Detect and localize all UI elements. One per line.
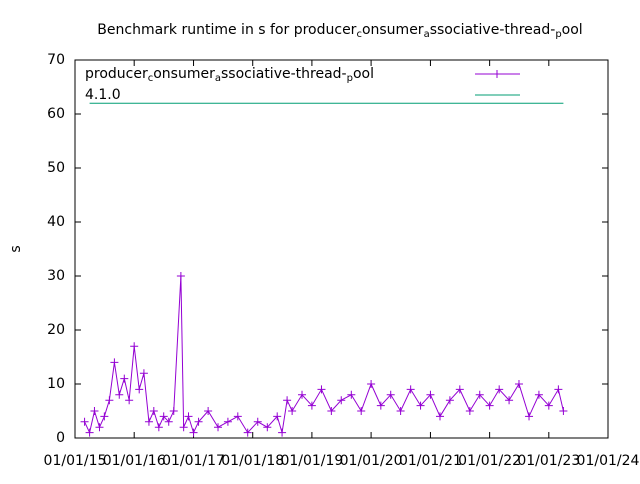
point-marker	[288, 407, 297, 415]
point-marker	[90, 407, 99, 415]
legend-label: producerconsumerassociative-thread-pool	[85, 66, 374, 84]
x-tick-label: 01/01/15	[44, 453, 107, 469]
point-marker	[189, 428, 198, 437]
y-tick-label: 70	[47, 52, 65, 68]
y-tick-label: 60	[47, 106, 65, 122]
y-tick-label: 50	[47, 160, 65, 176]
point-marker	[367, 380, 376, 388]
point-marker	[525, 412, 534, 421]
point-marker	[273, 412, 282, 421]
point-marker	[85, 428, 94, 437]
point-marker	[100, 412, 109, 421]
point-marker	[376, 401, 385, 410]
point-marker	[144, 417, 153, 426]
point-marker	[120, 374, 129, 383]
x-tick-label: 01/01/18	[221, 453, 284, 469]
point-marker	[263, 423, 272, 432]
point-marker	[386, 390, 395, 399]
point-marker	[169, 407, 178, 415]
point-marker	[176, 272, 185, 280]
x-tick-label: 01/01/21	[399, 453, 462, 469]
x-tick-label: 01/01/20	[340, 453, 403, 469]
point-marker	[125, 396, 134, 405]
point-marker	[544, 401, 553, 410]
point-marker	[357, 407, 366, 415]
series-line	[84, 275, 564, 435]
point-marker	[465, 407, 474, 415]
point-marker	[534, 390, 543, 399]
point-marker	[283, 396, 292, 405]
x-tick-label: 01/01/17	[162, 453, 225, 469]
point-marker	[495, 385, 504, 394]
point-marker	[406, 385, 415, 394]
legend-marker	[493, 70, 501, 78]
point-marker	[307, 401, 316, 410]
y-tick-label: 0	[56, 430, 65, 446]
point-marker	[110, 358, 119, 367]
point-marker	[253, 417, 262, 426]
point-marker	[194, 417, 203, 426]
x-tick-label: 01/01/23	[517, 453, 580, 469]
point-marker	[105, 396, 114, 405]
point-marker	[204, 407, 213, 415]
point-marker	[327, 407, 336, 415]
x-tick-label: 01/01/16	[103, 453, 166, 469]
point-marker	[159, 412, 168, 421]
point-marker	[426, 390, 435, 399]
point-marker	[179, 423, 188, 432]
point-marker	[396, 407, 405, 415]
point-marker	[347, 390, 356, 399]
point-marker	[139, 369, 148, 378]
point-marker	[337, 396, 346, 405]
y-axis-label: s	[8, 245, 24, 252]
point-marker	[243, 428, 252, 437]
point-marker	[80, 417, 89, 426]
chart-title: Benchmark runtime in s for producerconsu…	[97, 22, 582, 40]
point-marker	[184, 412, 193, 421]
point-marker	[416, 401, 425, 410]
x-tick-label: 01/01/22	[458, 453, 521, 469]
y-tick-label: 20	[47, 322, 65, 338]
point-marker	[149, 407, 158, 415]
y-tick-label: 40	[47, 214, 65, 230]
legend-label: 4.1.0	[85, 87, 121, 103]
point-marker	[554, 385, 563, 394]
x-tick-label: 01/01/19	[280, 453, 343, 469]
point-marker	[475, 390, 484, 399]
point-marker	[154, 423, 163, 432]
point-marker	[505, 396, 514, 405]
point-marker	[559, 407, 568, 415]
point-marker	[485, 401, 494, 410]
y-tick-label: 30	[47, 268, 65, 284]
point-marker	[223, 417, 232, 426]
y-tick-label: 10	[47, 376, 65, 392]
point-marker	[455, 385, 464, 394]
plot-frame	[74, 59, 609, 439]
point-marker	[214, 423, 223, 432]
point-marker	[298, 390, 307, 399]
point-marker	[317, 385, 326, 394]
point-marker	[278, 428, 287, 437]
point-marker	[514, 380, 523, 388]
point-marker	[233, 412, 242, 421]
point-marker	[130, 342, 139, 351]
point-marker	[164, 417, 173, 426]
point-marker	[436, 412, 445, 421]
point-marker	[135, 385, 144, 394]
point-marker	[95, 423, 104, 432]
point-marker	[445, 396, 454, 405]
x-tick-label: 01/01/24	[577, 453, 640, 469]
point-marker	[115, 390, 124, 399]
